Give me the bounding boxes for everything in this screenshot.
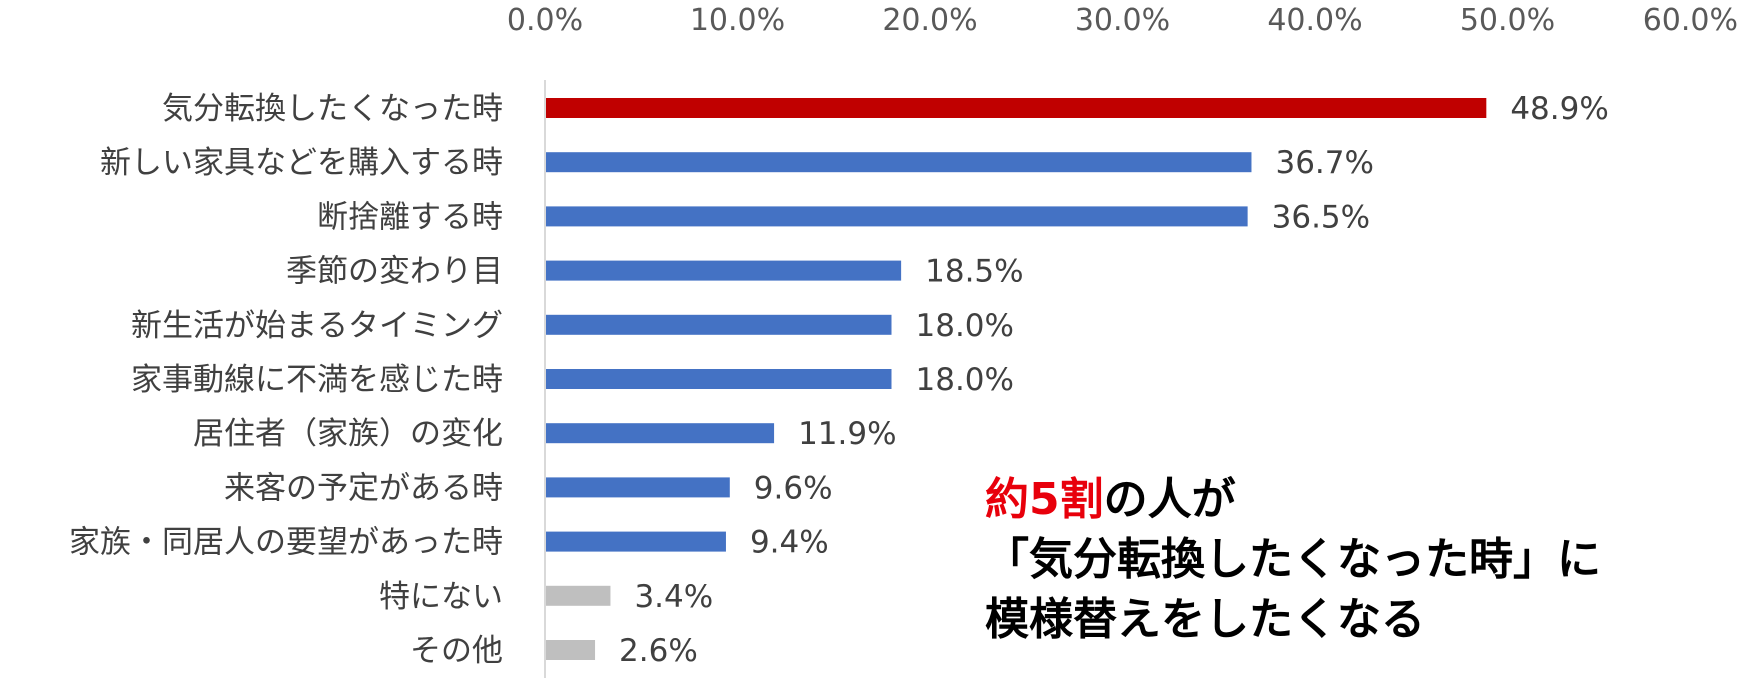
category-label: 新生活が始まるタイミング bbox=[131, 308, 503, 344]
value-label: 11.9% bbox=[798, 416, 896, 452]
callout-line-3: 模様替えをしたくなる bbox=[985, 594, 1425, 645]
value-label: 9.4% bbox=[750, 525, 829, 561]
category-label: 季節の変わり目 bbox=[286, 254, 503, 290]
x-tick-label: 50.0% bbox=[1460, 3, 1555, 38]
value-label: 36.5% bbox=[1272, 199, 1370, 235]
bar bbox=[546, 477, 730, 498]
bar bbox=[546, 314, 892, 335]
x-tick-label: 0.0% bbox=[507, 3, 583, 38]
bar bbox=[546, 531, 726, 552]
bar bbox=[546, 260, 902, 281]
bars bbox=[546, 98, 1487, 660]
x-tick-label: 20.0% bbox=[882, 3, 977, 38]
value-label: 18.5% bbox=[925, 254, 1023, 290]
value-label: 18.0% bbox=[916, 308, 1014, 344]
value-label: 48.9% bbox=[1510, 91, 1608, 127]
category-label: 家族・同居人の要望があった時 bbox=[69, 525, 503, 561]
callout-line-1: 約5割の人が bbox=[985, 470, 1725, 530]
value-label: 18.0% bbox=[916, 362, 1014, 398]
category-label: 新しい家具などを購入する時 bbox=[100, 145, 503, 181]
bar bbox=[546, 369, 892, 389]
callout-highlight: 約5割 bbox=[985, 474, 1104, 525]
bar bbox=[546, 98, 1487, 118]
bar bbox=[546, 152, 1252, 173]
value-label: 36.7% bbox=[1275, 145, 1373, 181]
category-label: 気分転換したくなった時 bbox=[162, 91, 503, 127]
x-tick-label: 60.0% bbox=[1643, 3, 1738, 38]
category-label: 家事動線に不満を感じた時 bbox=[131, 362, 503, 398]
value-label: 3.4% bbox=[634, 579, 713, 615]
bar bbox=[546, 585, 611, 606]
category-label: 断捨離する時 bbox=[317, 199, 503, 235]
callout-line-1-rest: の人が bbox=[1103, 474, 1236, 525]
callout-line-2: 「気分転換したくなった時」に bbox=[985, 534, 1601, 585]
callout-text: 約5割の人が 「気分転換したくなった時」に 模様替えをしたくなる bbox=[985, 470, 1725, 650]
value-labels: 48.9% 36.7% 36.5% 18.5% 18.0% 18.0% 11.9% 9.6% 9… bbox=[619, 91, 1609, 669]
category-label: その他 bbox=[410, 633, 503, 669]
category-label: 来客の予定がある時 bbox=[224, 470, 503, 506]
x-tick-label: 30.0% bbox=[1075, 3, 1170, 38]
bar bbox=[546, 206, 1248, 227]
bar bbox=[546, 640, 596, 660]
value-label: 2.6% bbox=[619, 633, 698, 669]
category-label: 特にない bbox=[379, 579, 503, 615]
x-tick-label: 40.0% bbox=[1267, 3, 1362, 38]
x-axis-ticks: 0.0% 10.0% 20.0% 30.0% 40.0% 50.0% 60.0% bbox=[507, 3, 1738, 38]
value-label: 9.6% bbox=[754, 470, 833, 506]
bar bbox=[546, 423, 775, 444]
category-labels: 気分転換したくなった時新しい家具などを購入する時断捨離する時季節の変わり目新生活… bbox=[69, 91, 503, 669]
category-label: 居住者（家族）の変化 bbox=[193, 416, 503, 452]
x-tick-label: 10.0% bbox=[690, 3, 785, 38]
